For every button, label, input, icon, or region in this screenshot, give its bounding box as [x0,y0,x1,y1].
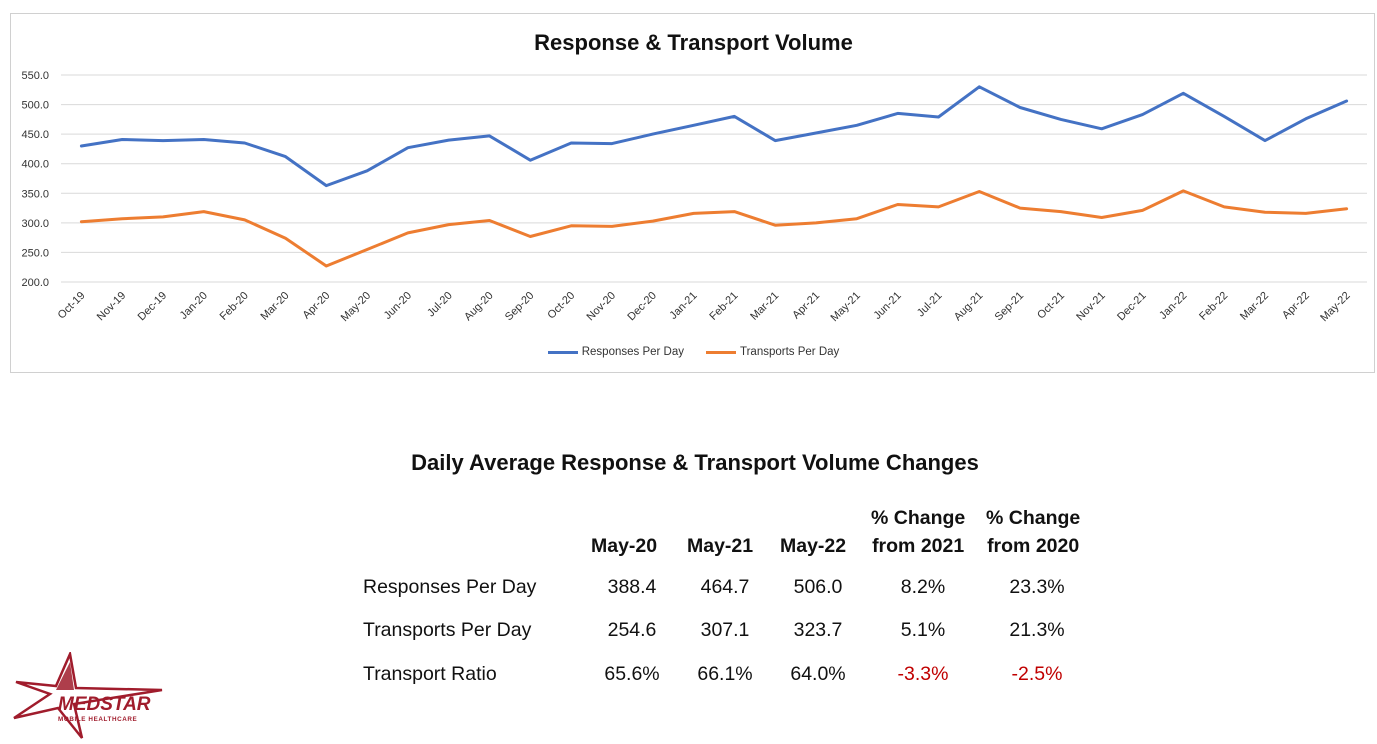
legend-item-transports: Transports Per Day [706,346,839,358]
x-tick-label: Sep-20 [503,290,537,324]
x-tick-label: Jun-21 [872,290,904,322]
x-tick-label: Oct-20 [545,290,577,322]
header-pct-change-2021-line1: % Change [871,507,966,529]
legend-label-transports: Transports Per Day [740,346,840,358]
x-tick-label: Feb-22 [1197,290,1230,323]
x-tick-label: May-20 [339,290,373,324]
chart-title: Response & Transport Volume [534,30,853,55]
x-tick-label: Dec-19 [136,290,170,324]
y-tick-label: 300.0 [21,218,49,230]
x-tick-label: Oct-21 [1035,290,1067,322]
row-label-transport-ratio: Transport Ratio [363,663,497,685]
x-tick-label: May-21 [829,290,863,324]
chart-legend: Responses Per Day Transports Per Day [11,346,1376,358]
header-pct-change-2021: % Change from 2021 [871,504,965,560]
cell-ratio-pct-2021: -3.3% [897,663,949,685]
x-tick-label: Mar-22 [1238,290,1271,323]
x-tick-label: Feb-21 [707,290,740,323]
cell-ratio-may-22: 64.0% [790,663,846,685]
x-tick-label: Apr-22 [1280,290,1312,322]
x-tick-label: Mar-21 [748,290,781,323]
cell-responses-may-20: 388.4 [607,576,657,598]
series-line-responses [79,85,1349,188]
cell-transports-pct-2021: 5.1% [900,619,946,641]
y-tick-label: 350.0 [21,188,49,200]
logo-wordmark: MEDSTAR [58,694,151,715]
header-pct-change-2020-line2: from 2020 [987,535,1080,557]
x-tick-label: Sep-21 [993,290,1027,324]
x-tick-label: Jul-20 [425,290,455,320]
cell-ratio-may-20: 65.6% [604,663,660,685]
cell-responses-pct-2021: 8.2% [900,576,946,598]
x-tick-label: Dec-21 [1115,290,1149,324]
x-tick-label: Dec-20 [625,290,659,324]
legend-swatch-transports [706,350,736,354]
x-tick-label: Jun-20 [382,290,414,322]
logo-star-icon [13,652,163,739]
x-tick-label: Nov-21 [1074,290,1108,324]
cell-transports-may-22: 323.7 [793,619,843,641]
cell-responses-pct-2020: 23.3% [1009,576,1065,598]
series-line-transports [79,189,1349,268]
cell-ratio-pct-2020: -2.5% [1011,663,1063,685]
table-title: Daily Average Response & Transport Volum… [411,450,979,475]
medstar-logo: MEDSTAR MOBILE HEALTHCARE [13,652,163,739]
x-tick-label: Oct-19 [56,290,88,322]
x-tick-label: Aug-20 [462,290,496,324]
cell-transports-may-20: 254.6 [607,619,657,641]
x-tick-label: Nov-20 [585,290,619,324]
y-tick-label: 550.0 [21,70,49,82]
header-pct-change-2020: % Change from 2020 [986,504,1080,560]
x-tick-label: Jan-22 [1157,290,1189,322]
cell-ratio-may-21: 66.1% [697,663,753,685]
logo-tagline: MOBILE HEALTHCARE [58,716,137,723]
header-pct-change-2020-line1: % Change [986,507,1081,529]
x-tick-label: Feb-20 [218,290,251,323]
legend-item-responses: Responses Per Day [547,346,684,358]
cell-responses-may-21: 464.7 [700,576,750,598]
x-tick-label: Mar-20 [258,290,291,323]
chart-panel: 200.0 250.0 300.0 350.0 400.0 450.0 500.0 550.0… [10,13,1375,373]
cell-transports-may-21: 307.1 [700,619,750,641]
header-may-21: May-21 [687,535,754,557]
row-label-transports: Transports Per Day [363,619,532,641]
y-tick-label: 200.0 [21,277,49,289]
header-may-22: May-22 [780,535,847,557]
cell-responses-may-22: 506.0 [793,576,843,598]
legend-label-responses: Responses Per Day [581,346,684,358]
y-tick-label: 250.0 [21,247,49,259]
cell-transports-pct-2020: 21.3% [1009,619,1065,641]
header-pct-change-2021-line2: from 2021 [872,535,965,557]
x-tick-label: Apr-21 [790,290,822,322]
header-may-20: May-20 [591,535,658,557]
line-chart: 200.0 250.0 300.0 350.0 400.0 450.0 500.0 550.0… [21,70,1367,324]
x-tick-label: Jul-21 [915,290,945,320]
x-tick-label: Apr-20 [301,290,333,322]
row-label-responses: Responses Per Day [363,576,537,598]
legend-swatch-responses [547,350,578,354]
x-tick-label: Nov-19 [95,290,129,324]
x-tick-label: Aug-21 [952,290,986,324]
y-tick-label: 400.0 [21,159,49,171]
y-tick-label: 450.0 [21,129,49,141]
x-tick-label: Jan-21 [667,290,699,322]
y-tick-label: 500.0 [21,100,49,112]
x-tick-label: May-22 [1318,290,1352,324]
x-tick-label: Jan-20 [178,290,210,322]
